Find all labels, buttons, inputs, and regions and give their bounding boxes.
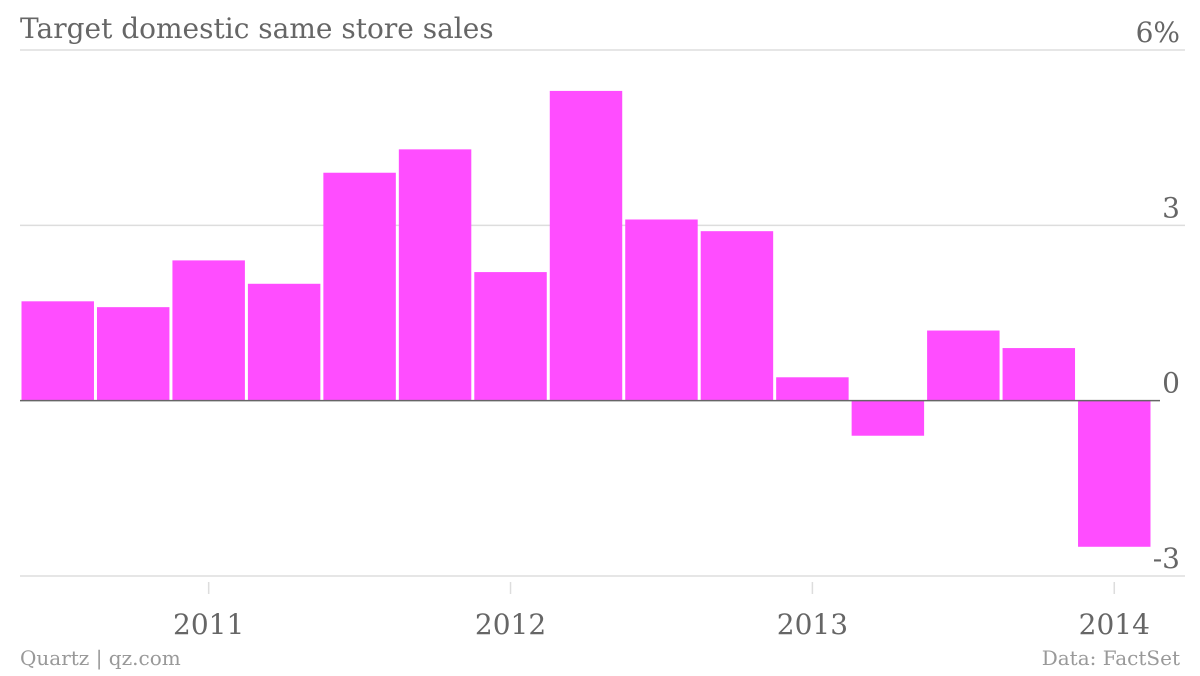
bar-layer	[21, 90, 1151, 547]
x-tick-label: 2011	[173, 608, 244, 641]
bar	[625, 219, 698, 401]
bar	[700, 231, 774, 401]
bar	[851, 400, 925, 436]
x-tick-label: 2014	[1079, 608, 1150, 641]
y-tick-label: 6%	[1136, 16, 1180, 49]
bar	[1078, 400, 1151, 547]
bar	[172, 260, 245, 401]
axis-layer: 6% 3 0 -3 2011 2012 2013 2014	[20, 16, 1180, 641]
bar	[776, 377, 849, 401]
bar	[927, 330, 1000, 401]
bar	[96, 307, 170, 401]
y-tick-label: 3	[1162, 191, 1180, 224]
bar	[323, 172, 396, 401]
x-tick-label: 2013	[777, 608, 848, 641]
y-tick-label: 0	[1162, 367, 1180, 400]
credit-label: Quartz | qz.com	[20, 646, 181, 670]
bar	[549, 90, 623, 401]
bar	[247, 283, 321, 401]
bar	[398, 149, 472, 401]
bar	[474, 272, 547, 401]
x-tick-label: 2012	[475, 608, 546, 641]
bar	[1002, 348, 1076, 401]
bar	[21, 301, 94, 401]
chart-title: Target domestic same store sales	[20, 12, 494, 45]
y-tick-label: -3	[1153, 542, 1180, 575]
source-label: Data: FactSet	[1041, 646, 1180, 670]
